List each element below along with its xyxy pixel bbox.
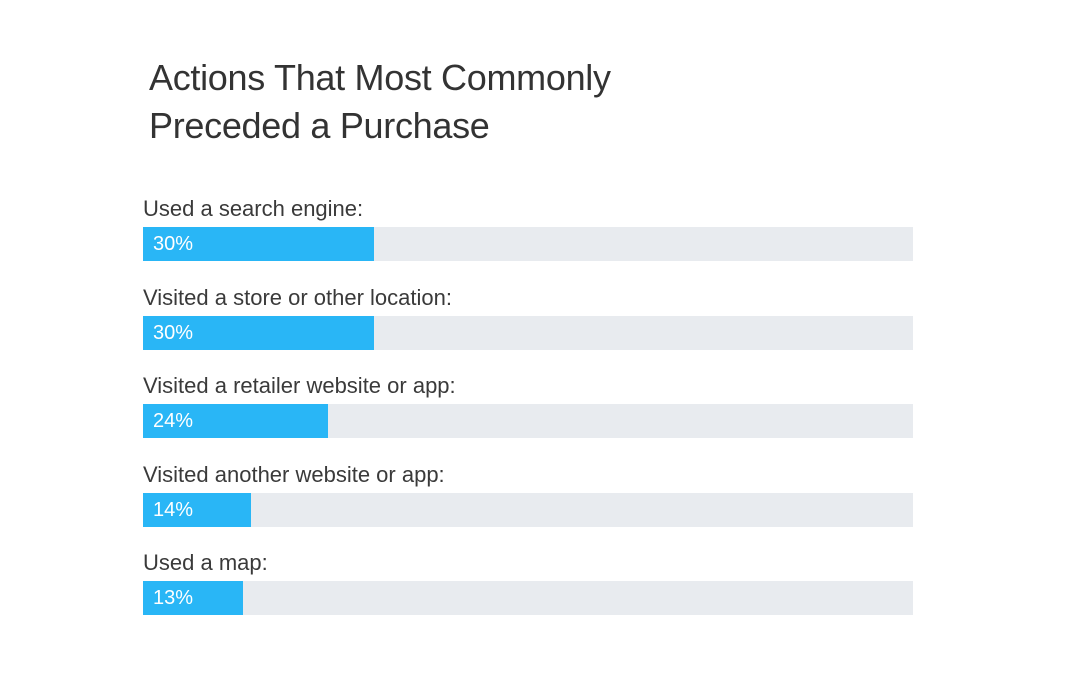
bar-row: Visited a retailer website or app: 24%: [143, 372, 913, 461]
bar-value-label: 24%: [153, 410, 194, 432]
bar-value-label: 13%: [153, 587, 194, 609]
bar-row: Used a search engine: 30%: [143, 195, 913, 284]
chart-title-line-2: Preceded a Purchase: [149, 105, 490, 146]
bar-category-label: Visited another website or app:: [143, 461, 445, 487]
chart-title: Actions That Most Commonly Preceded a Pu…: [149, 54, 849, 150]
bar: [143, 315, 374, 350]
bar-chart: Used a search engine: 30% Visited a stor…: [143, 195, 913, 638]
bar: [143, 227, 374, 261]
bar-track: 30%: [143, 315, 913, 350]
bar-track: 30%: [143, 227, 913, 261]
bar-row: Visited a store or other location: 30%: [143, 284, 913, 373]
bar: [143, 581, 244, 615]
bar-track: 24%: [143, 404, 913, 438]
bar: [143, 492, 251, 527]
bar-value-label: 30%: [153, 321, 194, 344]
bar-category-label: Used a map:: [143, 550, 268, 575]
bar-category-label: Visited a store or other location:: [143, 284, 452, 310]
bar-value-label: 30%: [153, 233, 194, 255]
chart-title-line-1: Actions That Most Commonly: [149, 57, 611, 98]
bar-category-label: Visited a retailer website or app:: [143, 373, 456, 398]
bar-value-label: 14%: [153, 498, 194, 521]
bar-row: Used a map: 13%: [143, 549, 913, 638]
bar-category-label: Used a search engine:: [143, 196, 364, 221]
bar: [143, 404, 328, 438]
bar-row: Visited another website or app: 14%: [143, 461, 913, 550]
bar-track: 14%: [143, 492, 913, 527]
bar-track: 13%: [143, 581, 913, 615]
